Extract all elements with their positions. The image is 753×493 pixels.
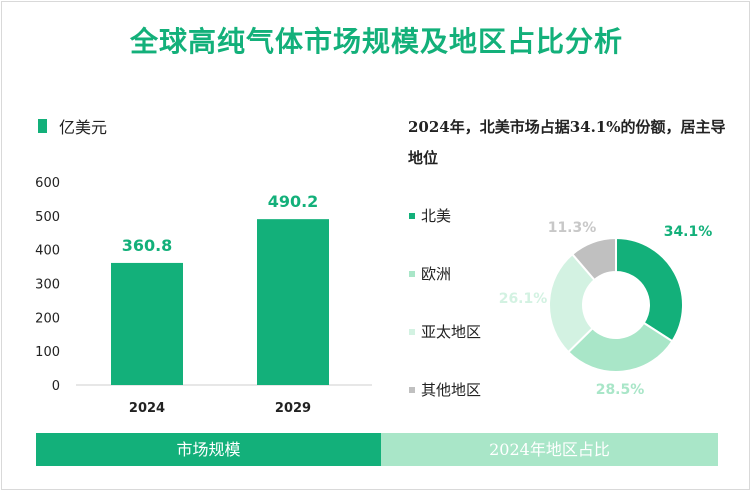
footer-market-size: 市场规模: [36, 433, 381, 466]
donut-value-label: 28.5%: [596, 382, 645, 398]
region-legend-item: 亚太地区: [409, 321, 481, 342]
bar-legend-label: 亿美元: [59, 118, 108, 137]
chart-title: 全球高纯气体市场规模及地区占比分析: [129, 25, 623, 58]
region-legend-swatch: [409, 212, 415, 219]
region-legend-swatch: [409, 270, 415, 277]
y-tick-label: 600: [35, 176, 60, 191]
donut-value-label: 34.1%: [664, 224, 713, 240]
donut-value-label: 11.3%: [548, 220, 597, 236]
y-tick-label: 100: [35, 345, 60, 360]
donut-slice-1: [566, 321, 674, 373]
region-legend-item: 其他地区: [409, 379, 481, 400]
donut-slice-0: [615, 236, 684, 343]
y-tick-label: 500: [35, 210, 60, 225]
bar-legend-swatch: [38, 119, 47, 133]
region-legend-item: 欧洲: [409, 263, 451, 284]
bar-chart: 0 100 200 300 400 500 600 360.8 2024 490.2 2029: [35, 176, 372, 416]
region-legend-label: 亚太地区: [421, 323, 482, 341]
y-tick-label: 0: [52, 379, 60, 394]
bar-2024: [111, 262, 183, 385]
x-tick-label: 2029: [275, 401, 311, 416]
bar-legend: 亿美元: [38, 114, 107, 138]
x-tick-label: 2024: [129, 401, 165, 416]
donut-slice-3: [570, 236, 617, 282]
region-legend-swatch: [409, 386, 415, 393]
y-tick-label: 400: [35, 244, 60, 259]
bar-value-label: 490.2: [268, 192, 319, 211]
bar-2029: [257, 219, 329, 385]
footer-region-share: 2024年地区占比: [381, 433, 718, 466]
donut-value-label: 26.1%: [499, 291, 548, 307]
region-legend-label: 北美: [421, 207, 452, 225]
bar-value-label: 360.8: [122, 236, 173, 255]
region-legend-swatch: [409, 328, 415, 335]
region-legend-label: 其他地区: [421, 381, 482, 399]
y-tick-label: 200: [35, 311, 60, 326]
donut-note: 2024年，北美市场占据34.1%的份额，居主导地位: [408, 118, 726, 167]
donut-slice-2: [548, 252, 596, 354]
y-tick-label: 300: [35, 278, 60, 293]
region-legend-label: 欧洲: [421, 265, 452, 283]
region-legend-item: 北美: [409, 205, 451, 226]
donut-chart: 34.1% 28.5% 26.1% 11.3%: [499, 220, 713, 398]
